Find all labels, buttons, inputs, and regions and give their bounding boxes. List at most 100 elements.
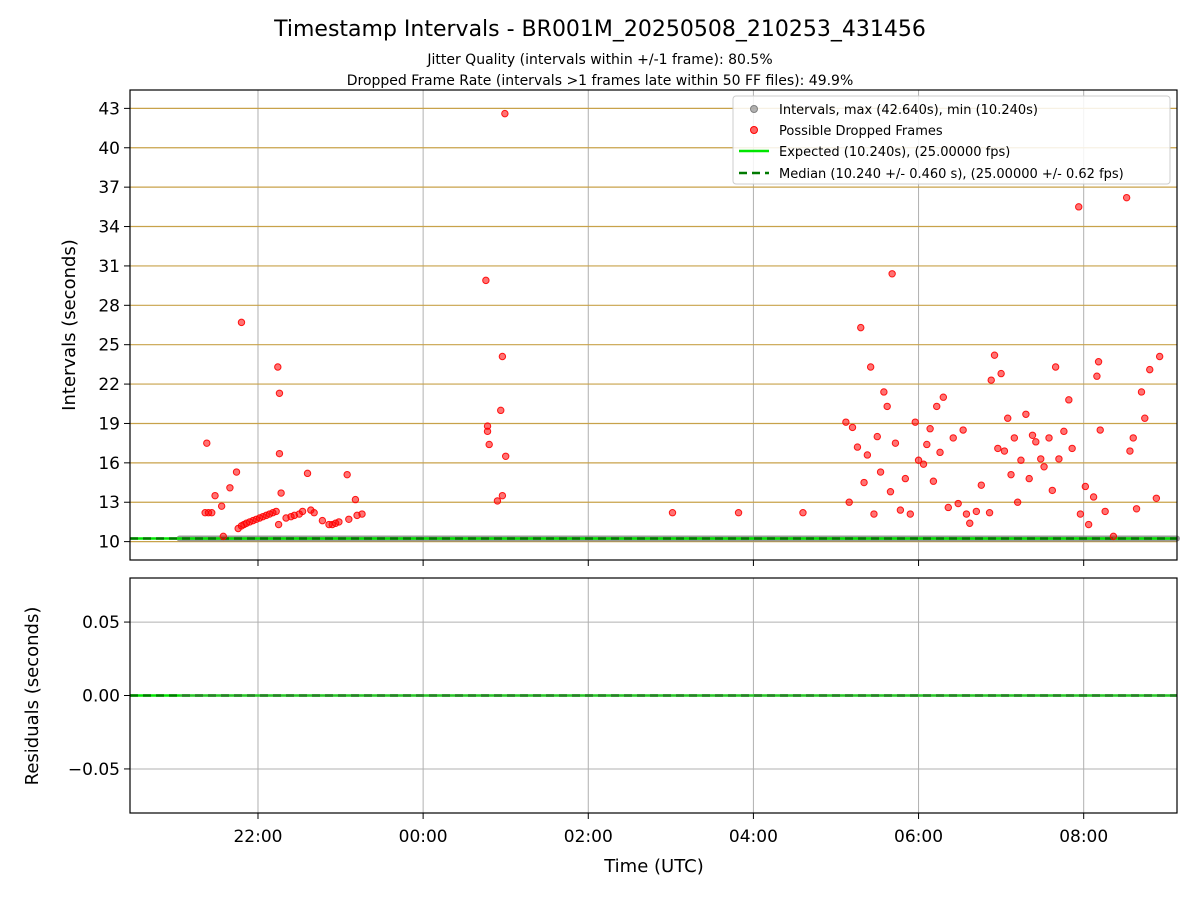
- dropped-frame-point: [845, 498, 853, 506]
- figure-title: Timestamp Intervals - BR001M_20250508_21…: [273, 17, 926, 42]
- residuals-y-tick-label: 0.05: [82, 613, 120, 633]
- dropped-frame-point: [848, 423, 857, 432]
- dropped-frame-point: [734, 509, 743, 517]
- dropped-frame-point: [799, 509, 807, 517]
- dropped-frame-point: [906, 510, 914, 518]
- dropped-frame-point: [1089, 493, 1098, 501]
- legend-expected-label: Expected (10.240s), (25.00000 fps): [779, 145, 1010, 160]
- dropped-frame-point: [929, 477, 938, 485]
- dropped-frame-point: [954, 499, 962, 508]
- dropped-frame-point: [853, 443, 862, 451]
- dropped-frame-point: [482, 276, 490, 285]
- dropped-frame-point: [501, 452, 510, 460]
- intervals-y-tick-label: 25: [98, 336, 120, 356]
- dropped-frame-point: [219, 532, 228, 541]
- dropped-frame-point: [1075, 203, 1083, 211]
- dropped-frame-point: [985, 509, 994, 517]
- dropped-frame-point: [857, 323, 865, 332]
- dropped-frame-point: [1040, 463, 1048, 471]
- intervals-y-ticks: 10 13 16 19 22 25 28 31 34 37 40 43: [98, 99, 130, 553]
- dropped-frame-point: [994, 444, 1002, 453]
- intervals-plot: 10 13 16 19 22 25 28 31 34 37 40 43 Intervals (seco…: [59, 89, 1180, 566]
- dropped-frame-point: [944, 503, 952, 512]
- dropped-frame-point: [226, 484, 234, 492]
- dropped-frame-point: [501, 109, 509, 118]
- residuals-y-ticks: 0.05 0.00 −0.05: [68, 613, 130, 780]
- dropped-frame-point: [990, 351, 999, 359]
- dropped-frame-point: [1093, 372, 1101, 380]
- dropped-frame-point: [345, 515, 353, 524]
- intervals-y-tick-label: 37: [98, 178, 120, 198]
- legend-intervals-label: Intervals, max (42.640s), min (10.240s): [779, 103, 1038, 118]
- dropped-frame-point: [1122, 193, 1131, 202]
- legend-dropped-label: Possible Dropped Frames: [779, 124, 943, 139]
- dropped-frame-point: [939, 393, 948, 401]
- residuals-x-ticks: 22:00 00:00 02:00 04:00 06:00 08:00: [233, 813, 1108, 847]
- dropped-frame-point: [1013, 498, 1022, 506]
- dropped-frame-point: [1137, 388, 1146, 396]
- intervals-y-tick-label: 22: [98, 375, 120, 395]
- dropped-frame-point: [303, 469, 312, 478]
- dropped-frame-point: [1007, 470, 1015, 479]
- dropped-frame-point: [1065, 396, 1073, 404]
- dropped-frame-point: [1045, 434, 1053, 442]
- dropped-frame-point: [914, 456, 923, 464]
- dropped-frame-point: [911, 418, 919, 426]
- dropped-frame-point: [949, 434, 957, 442]
- dropped-frame-point: [1032, 438, 1040, 446]
- dropped-frame-point: [863, 451, 872, 459]
- x-tick-label: 06:00: [894, 827, 943, 847]
- dropped-frame-point: [668, 509, 677, 517]
- dropped-frame-point: [1010, 434, 1019, 442]
- intervals-y-tick-label: 43: [98, 99, 120, 119]
- dropped-frame-point: [351, 495, 360, 504]
- dropped-frame-point: [977, 481, 986, 489]
- dropped-frame-point: [211, 491, 219, 500]
- dropped-frame-point: [936, 448, 944, 457]
- dropped-frame-point: [1017, 456, 1025, 464]
- x-tick-label: 04:00: [729, 827, 778, 847]
- dropped-frame-point: [919, 460, 928, 468]
- dropped-frame-point: [298, 507, 307, 516]
- dropped-frame-point: [483, 427, 492, 436]
- x-tick-label: 02:00: [564, 827, 613, 847]
- dropped-frame-point: [1146, 365, 1154, 374]
- intervals-y-tick-label: 31: [98, 257, 120, 277]
- dropped-frame-point: [923, 440, 931, 449]
- dropped-frame-point: [866, 363, 875, 371]
- x-tick-label: 22:00: [233, 827, 282, 847]
- intervals-y-tick-label: 10: [98, 533, 120, 553]
- dropped-frame-point: [343, 470, 351, 479]
- dropped-frame-point: [1101, 507, 1109, 516]
- dropped-frame-point: [870, 510, 878, 518]
- dropped-frame-point: [1025, 474, 1033, 483]
- dropped-frame-point: [237, 318, 246, 327]
- intervals-y-tick-label: 28: [98, 296, 120, 316]
- dropped-frame-point: [901, 474, 910, 483]
- residuals-plot: 0.05 0.00 −0.05 22:00 00:00 02:00 04:00 06:00 0…: [22, 577, 1178, 877]
- dropped-frame-point: [1028, 431, 1037, 439]
- dropped-frames-series: [201, 109, 1164, 541]
- dropped-frame-point: [1048, 486, 1057, 495]
- residuals-y-tick-label: 0.00: [82, 687, 120, 707]
- intervals-y-tick-label: 19: [98, 414, 120, 434]
- dropped-frame-point: [274, 363, 282, 371]
- dropped-frame-point: [1037, 455, 1045, 463]
- x-tick-label: 08:00: [1059, 827, 1108, 847]
- dropped-frame-point: [1051, 363, 1060, 371]
- dropped-frame-point: [493, 497, 502, 505]
- dropped-frame-point: [497, 406, 505, 415]
- dropped-frame-point: [1132, 505, 1141, 513]
- dropped-frame-point: [1109, 532, 1118, 541]
- intervals-y-axis-label: Intervals (seconds): [59, 239, 80, 411]
- dropped-frame-point: [987, 376, 995, 384]
- dropped-frame-point: [318, 516, 327, 525]
- dropped-frame-point: [274, 520, 283, 529]
- intervals-y-tick-label: 34: [98, 218, 120, 238]
- dropped-frame-point: [888, 270, 896, 278]
- dropped-frame-point: [1076, 510, 1085, 518]
- dropped-frame-point: [1155, 352, 1164, 361]
- dropped-frame-point: [1000, 447, 1009, 455]
- dropped-frame-point: [1129, 434, 1137, 442]
